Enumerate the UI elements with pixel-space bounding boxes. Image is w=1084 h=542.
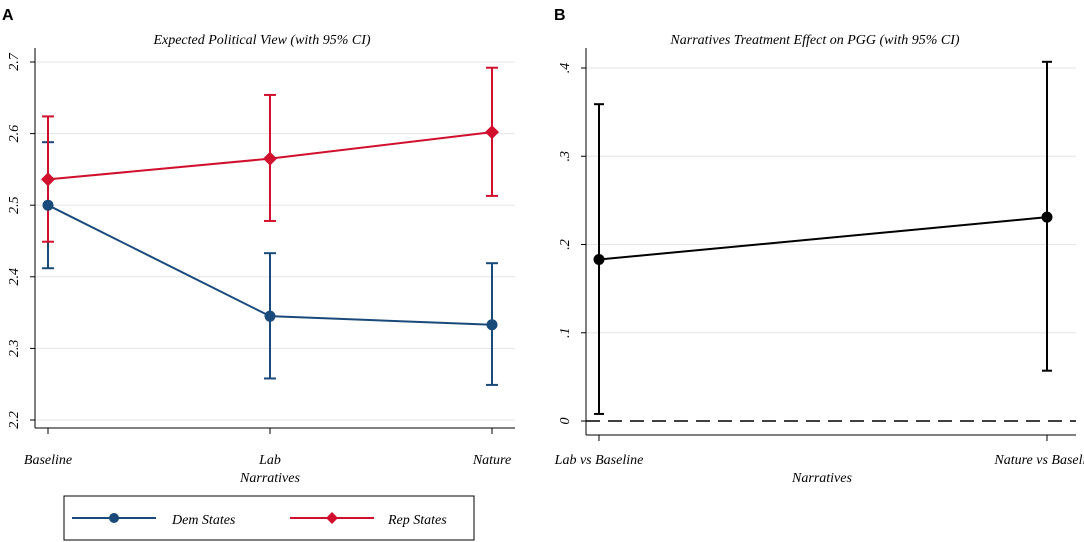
panel-a-title: Expected Political View (with 95% CI) (152, 33, 370, 48)
panel-a-y-tick-label: 2.2 (7, 411, 22, 429)
legend-rep-label: Rep States (387, 513, 447, 528)
panel-a: A Expected Political View (with 95% CI) … (2, 7, 515, 541)
panel-a-dem-point (42, 199, 54, 211)
panel-b-title: Narratives Treatment Effect on PGG (with… (669, 33, 960, 48)
panel-a-y-tick-label: 2.5 (7, 196, 22, 214)
panel-a-rep-point (485, 125, 499, 140)
panel-b-y-tick-label: .4 (558, 63, 573, 74)
panel-a-dem-point (486, 319, 498, 331)
panel-a-x-tick-label: Lab (258, 453, 281, 468)
legend: Dem States Rep States (63, 495, 475, 541)
panel-a-series (41, 66, 499, 386)
panel-b-x-tick-label: Lab vs Baseline (554, 453, 644, 468)
panel-b-y-tick-label: .2 (558, 239, 573, 250)
legend-dem-marker (109, 513, 119, 523)
panel-b-label: B (554, 7, 566, 24)
panel-a-y-tick-label: 2.7 (7, 52, 22, 71)
panel-b-gridlines (586, 67, 1076, 334)
panel-a-x-tick-label: Nature (472, 453, 511, 468)
panel-b-y-ticks: 0 .1 .2 .3 .4 (558, 63, 586, 425)
panel-a-rep-point (41, 172, 55, 187)
panel-b: B Narratives Treatment Effect on PGG (wi… (554, 7, 1084, 486)
panel-b-y-tick-label: .1 (558, 328, 573, 339)
panel-a-y-tick-label: 2.6 (7, 125, 22, 143)
panel-a-y-tick-label: 2.3 (7, 340, 22, 358)
panel-b-point (593, 254, 605, 266)
panel-a-label: A (2, 7, 14, 24)
panel-b-y-tick-label: 0 (558, 418, 573, 425)
panel-b-x-ticks: Lab vs Baseline Nature vs Baseline (554, 435, 1084, 468)
panel-a-y-ticks: 2.2 2.3 2.4 2.5 2.6 2.7 (7, 52, 35, 429)
legend-rep-marker (326, 512, 338, 524)
panel-b-line (598, 216, 1048, 261)
panel-a-gridlines (35, 61, 515, 421)
panel-a-x-ticks: Baseline Lab Nature (24, 428, 511, 468)
panel-a-x-tick-label: Baseline (24, 453, 72, 468)
legend-dem-label: Dem States (171, 513, 236, 528)
panel-a-y-tick-label: 2.4 (7, 268, 22, 286)
panel-a-x-axis-title: Narratives (239, 471, 300, 486)
panel-b-y-tick-label: .3 (558, 151, 573, 162)
panel-b-point (1041, 211, 1053, 223)
panel-b-series (593, 60, 1053, 415)
panel-a-dem-point (264, 310, 276, 322)
panel-b-x-tick-label: Nature vs Baseline (993, 453, 1084, 468)
panel-a-rep-point (263, 151, 277, 166)
panel-b-x-axis-title: Narratives (791, 471, 852, 486)
